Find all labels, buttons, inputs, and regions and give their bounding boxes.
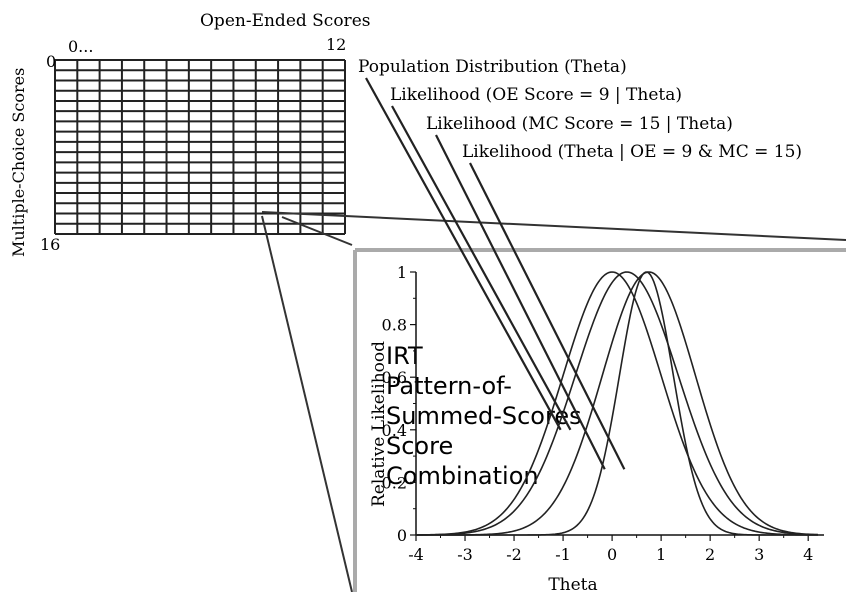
chart-axes: -4 -3 -2 -1 0 1 2 3 4 0 0.2 0.4 0.6 0.8 1 bbox=[382, 263, 824, 564]
curve-posterior bbox=[416, 271, 818, 536]
grid-x-end-label: 12 bbox=[326, 35, 346, 54]
x-tick-label: -1 bbox=[555, 545, 571, 564]
side-text-line-2: Pattern-of- bbox=[386, 372, 512, 400]
grid-y-start-label: 0 bbox=[46, 52, 56, 71]
x-tick-label: 2 bbox=[705, 545, 715, 564]
y-axis-label: Relative Likelihood bbox=[369, 341, 389, 507]
leader-line-mc-likelihood bbox=[435, 134, 606, 470]
likelihood-chart: -4 -3 -2 -1 0 1 2 3 4 0 0.2 0.4 0.6 0.8 1 Theta Relati… bbox=[365, 77, 824, 592]
grid-y-title: Multiple-Choice Scores bbox=[9, 68, 28, 257]
curve-oe-likelihood bbox=[415, 271, 819, 536]
grid-title: Open-Ended Scores bbox=[200, 11, 370, 31]
x-tick-label: -4 bbox=[408, 545, 424, 564]
curve-label-oe-likelihood: Likelihood (OE Score = 9 | Theta) bbox=[390, 85, 682, 105]
curve-label-population: Population Distribution (Theta) bbox=[358, 57, 627, 77]
grid-x-start-label: 0... bbox=[68, 37, 93, 56]
x-tick-label: 3 bbox=[754, 545, 764, 564]
y-tick-label: 0.8 bbox=[382, 316, 407, 335]
leader-line-population bbox=[365, 77, 562, 431]
curve-label-posterior: Likelihood (Theta | OE = 9 & MC = 15) bbox=[462, 142, 802, 162]
y-tick-label: 0 bbox=[397, 526, 407, 545]
curve-label-mc-likelihood: Likelihood (MC Score = 15 | Theta) bbox=[426, 114, 733, 134]
x-tick-label: 1 bbox=[656, 545, 666, 564]
side-text-block: IRT Pattern-of- Summed-Scores Score Comb… bbox=[386, 342, 582, 490]
zoom-line-inner bbox=[281, 216, 353, 246]
y-tick-label: 0.4 bbox=[382, 421, 407, 440]
side-text-line-4: Score bbox=[386, 432, 453, 460]
label-leader-lines bbox=[365, 77, 626, 470]
zoom-line-top bbox=[261, 211, 846, 241]
side-text-line-5: Combination bbox=[386, 462, 539, 490]
x-tick-label: -3 bbox=[457, 545, 473, 564]
y-tick-label: 0.2 bbox=[382, 473, 407, 492]
grid-y-end-label: 16 bbox=[40, 235, 60, 254]
y-tick-label: 1 bbox=[397, 263, 407, 282]
leader-line-posterior bbox=[469, 162, 626, 470]
zoom-line-bottom bbox=[261, 215, 353, 592]
x-tick-label: 0 bbox=[607, 545, 617, 564]
chart-curves bbox=[415, 271, 819, 536]
score-grid bbox=[54, 59, 346, 235]
x-tick-label: 4 bbox=[803, 545, 813, 564]
y-tick-label: 0.6 bbox=[382, 368, 407, 387]
side-text-line-1: IRT bbox=[386, 342, 423, 370]
x-axis-label: Theta bbox=[548, 575, 597, 592]
x-tick-label: -2 bbox=[506, 545, 522, 564]
leader-line-oe-likelihood bbox=[391, 105, 572, 431]
curve-population bbox=[415, 271, 818, 536]
